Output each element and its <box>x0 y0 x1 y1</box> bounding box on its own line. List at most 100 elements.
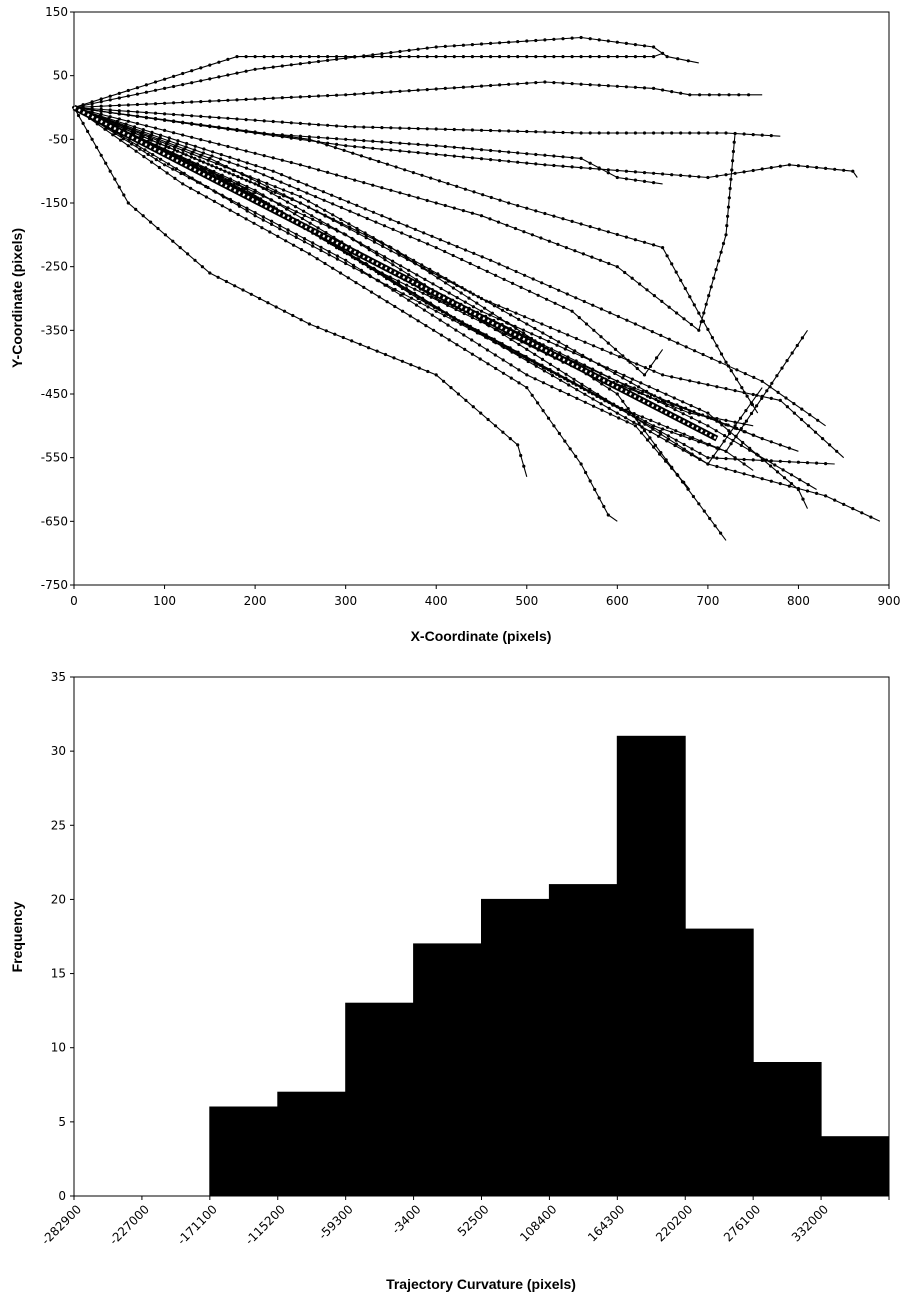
trajectory-point <box>742 457 746 462</box>
trajectory-point <box>751 133 755 137</box>
trajectory-point <box>776 390 780 394</box>
trajectory-point <box>150 160 154 164</box>
trajectory-point <box>395 249 399 253</box>
trajectory-point <box>163 118 167 122</box>
trajectory-point <box>408 235 412 239</box>
trajectory-point <box>570 156 574 160</box>
trajectory-point <box>442 314 447 318</box>
trajectory-point <box>253 169 257 173</box>
trajectory-point <box>494 273 498 277</box>
trajectory-point <box>253 188 257 192</box>
trajectory-point <box>769 479 773 483</box>
trajectory-point <box>121 137 125 141</box>
trajectory-point <box>425 88 429 92</box>
trajectory-point <box>506 266 510 270</box>
trajectory-point <box>144 83 148 87</box>
trajectory-point <box>413 287 417 291</box>
x-tick-label: 332000 <box>789 1202 831 1244</box>
trajectory-point <box>371 139 375 143</box>
trajectory-point <box>134 207 138 211</box>
trajectory-line-11 <box>73 106 845 459</box>
trajectory-point <box>626 407 630 411</box>
trajectory-point <box>689 322 694 327</box>
trajectory-point <box>615 131 619 135</box>
trajectory-point <box>673 408 677 412</box>
trajectory-point <box>751 392 755 397</box>
trajectory-point <box>353 178 357 182</box>
trajectory-point <box>358 260 362 264</box>
trajectory-point <box>806 483 810 487</box>
trajectory-point <box>552 154 556 158</box>
trajectory-point <box>456 392 460 396</box>
trajectory-point <box>438 238 442 242</box>
trajectory-point <box>706 131 710 135</box>
trajectory-point <box>714 429 718 433</box>
trajectory-point <box>319 245 323 249</box>
trajectory-point <box>581 252 586 256</box>
trajectory-point <box>543 211 547 216</box>
x-tick-label: 220200 <box>653 1202 695 1244</box>
trajectory-point <box>245 161 249 165</box>
trajectory-point <box>274 305 278 309</box>
trajectory-point <box>561 130 565 135</box>
trajectory-point <box>583 400 587 404</box>
trajectory-point <box>416 196 420 200</box>
trajectory-point <box>282 188 286 192</box>
trajectory-point <box>383 283 387 287</box>
trajectory-point <box>126 113 130 117</box>
trajectory-point <box>350 255 355 259</box>
trajectory-point <box>380 140 384 144</box>
trajectory-point <box>509 337 513 342</box>
trajectory-point <box>104 161 108 165</box>
trajectory-point <box>444 281 448 285</box>
trajectory-point <box>307 61 311 65</box>
trajectory-point <box>514 311 518 315</box>
trajectory-point <box>422 308 426 312</box>
trajectory-point <box>815 461 819 465</box>
trajectory-point <box>167 139 171 143</box>
trajectory-point <box>653 394 657 398</box>
trajectory-point <box>798 478 802 482</box>
trajectory-point <box>656 434 661 438</box>
trajectory-point <box>380 52 384 56</box>
trajectory-point <box>99 109 103 113</box>
trajectory-point <box>190 135 194 139</box>
trajectory-point <box>463 187 467 191</box>
trajectory-point <box>455 343 459 347</box>
trajectory-point <box>108 169 112 173</box>
trajectory-point <box>592 404 596 408</box>
trajectory-point <box>296 179 300 184</box>
trajectory-point <box>778 443 782 447</box>
trajectory-point <box>726 205 731 209</box>
trajectory-point <box>613 347 618 351</box>
trajectory-point <box>470 352 474 356</box>
trajectory-point <box>256 178 261 182</box>
trajectory-point <box>679 173 683 177</box>
trajectory-point <box>510 281 515 285</box>
trajectory-point <box>278 224 282 228</box>
trajectory-point <box>642 421 647 425</box>
trajectory-point <box>253 214 257 218</box>
trajectory-point <box>540 281 544 285</box>
trajectory-point <box>534 162 538 166</box>
trajectory-point <box>393 304 397 309</box>
trajectory-point <box>172 119 176 123</box>
trajectory-point <box>835 449 839 453</box>
trajectory-point <box>294 235 298 239</box>
trajectory-point <box>795 343 799 348</box>
trajectory-point <box>724 449 728 453</box>
trajectory-point <box>606 39 610 43</box>
trajectory-point <box>670 131 674 135</box>
trajectory-point <box>425 55 429 59</box>
trajectory-point <box>212 199 216 203</box>
trajectory-point <box>463 347 467 351</box>
trajectory-point <box>122 193 126 197</box>
trajectory-point <box>715 131 719 135</box>
trajectory-point <box>697 175 701 179</box>
trajectory-point <box>489 148 493 153</box>
trajectory-point <box>654 397 658 402</box>
trajectory-point <box>159 133 163 137</box>
trajectory-point <box>666 434 670 438</box>
trajectory-point <box>496 317 500 321</box>
trajectory-point <box>606 84 610 88</box>
